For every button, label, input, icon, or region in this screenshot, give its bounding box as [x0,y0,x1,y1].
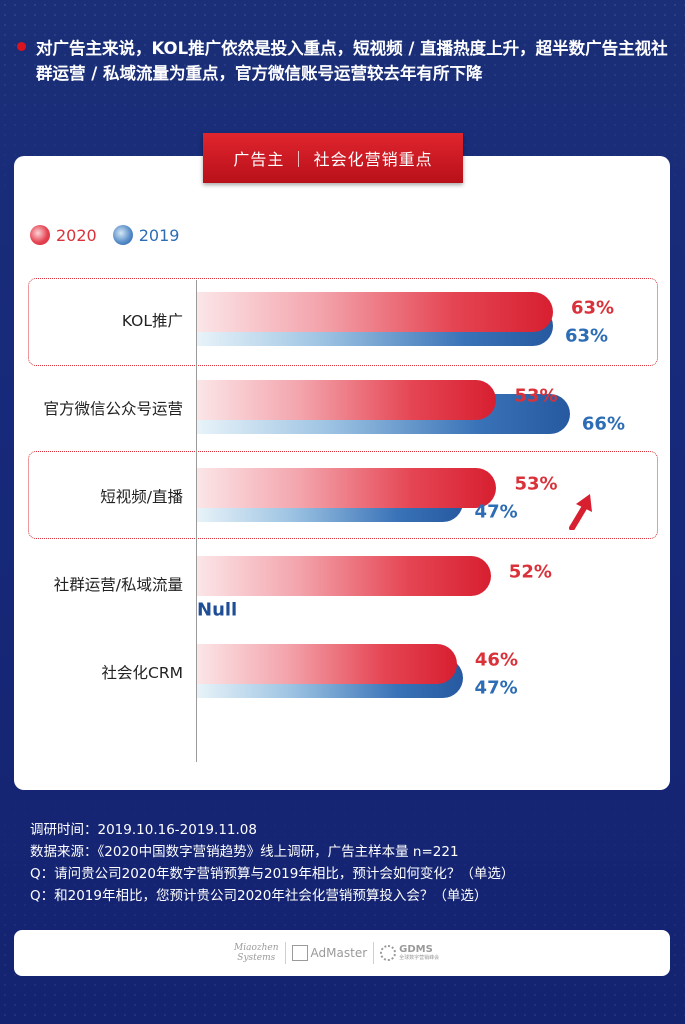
admaster-logo-text: AdMaster [310,946,368,960]
logo-divider [284,942,286,964]
note-data-source: 数据来源：《2020中国数字营销趋势》线上调研，广告主样本量 n=221 [30,844,459,860]
logo-bar [14,930,670,976]
value-label-2019: 47% [474,501,518,523]
trend-up-arrow-icon [569,494,592,530]
miaozhen-logo-line1: Miaozhen [234,943,279,953]
legend-swatch-2019 [112,225,133,245]
value-label-2019: Null [197,599,238,621]
category-label: 官方微信公众号运营 [43,400,183,418]
legend-swatch-2020 [30,225,50,245]
value-label-2020: 52% [508,561,552,583]
miaozhen-logo: Miaozhen Systems [234,943,279,963]
note-question-1: Q：请问贵公司2020年数字营销预算与2019年相比，预计会如何变化？（单选） [30,866,515,882]
highlight-box-kol [28,278,658,366]
note-survey-date: 调研时间：2019.10.16-2019.11.08 [30,822,257,838]
legend-label-2020: 2020 [56,225,97,245]
category-label: KOL推广 [121,312,183,330]
category-label: 社会化CRM [101,664,183,682]
bullet-dot [17,42,26,51]
gdms-logo: GDMS 全球数字营销峰会 [380,943,440,962]
bar-2020-cat-2 [197,468,497,508]
gdms-logo-text: GDMS [399,943,433,955]
survey-notes: 调研时间：2019.10.16-2019.11.08 数据来源：《2020中国数… [30,819,514,907]
value-label-2020: 63% [570,297,615,319]
chart-title: 广告主 ｜ 社会化营销重点 [203,133,463,183]
bar-2020-cat-4 [197,644,457,684]
gdms-logo-subtext: 全球数字营销峰会 [399,954,440,961]
bar-2020-cat-3 [197,556,491,596]
highlight-box-short-video [28,451,658,539]
value-label-2020: 46% [474,649,518,671]
chart-legend: 2020 2019 [30,222,195,248]
headline: 对广告主来说，KOL推广依然是投入重点，短视频 / 直播热度上升，超半数广告主视… [36,39,668,83]
value-label-2019: 47% [474,677,518,699]
gdms-logo-icon [380,945,397,961]
logo-divider [373,942,375,964]
admaster-logo-icon [291,945,308,961]
admaster-logo: AdMaster [291,945,368,961]
note-question-2: Q：和2019年相比，您预计贵公司2020年社会化营销预算投入会？（单选） [30,888,488,904]
value-label-2019: 63% [564,325,609,347]
category-label: 短视频/直播 [100,488,183,506]
category-label: 社群运营/私域流量 [53,576,183,594]
y-axis-line [196,280,197,762]
value-label-2020: 53% [514,385,558,407]
logo-row: Miaozhen Systems AdMaster GDMS 全球数字营销峰会 [234,938,439,968]
bar-2020-cat-1 [197,380,497,420]
value-label-2019: 66% [581,413,625,435]
miaozhen-logo-line2: Systems [237,953,276,963]
bar-2020-cat-0 [197,292,553,332]
legend-label-2019: 2019 [138,225,180,245]
value-label-2020: 53% [514,473,558,495]
